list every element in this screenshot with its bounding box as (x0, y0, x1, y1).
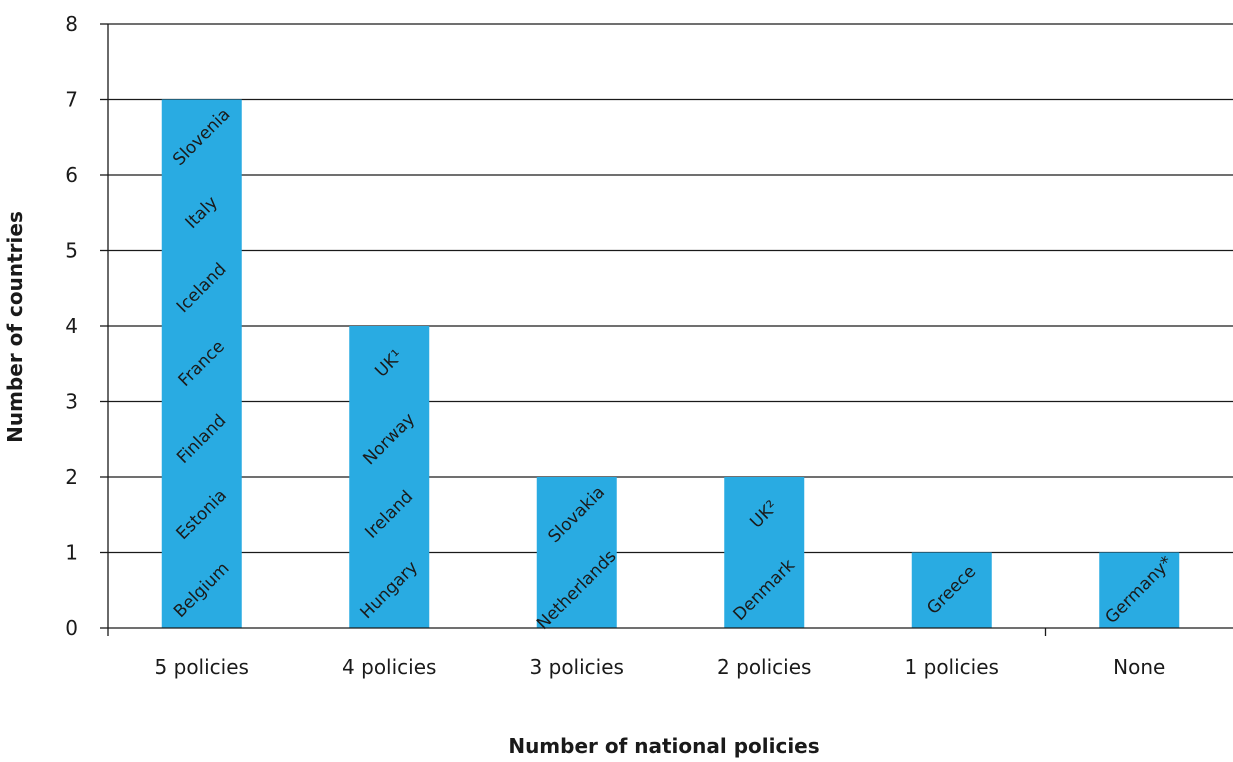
x-category-label: 1 policies (905, 655, 999, 679)
y-tick-label: 0 (65, 616, 78, 640)
y-tick-label: 3 (65, 390, 78, 414)
bar (1099, 552, 1180, 628)
bars (161, 99, 1180, 628)
y-tick-label: 8 (65, 12, 78, 36)
x-category-label: 4 policies (342, 655, 436, 679)
x-category-label: 3 policies (530, 655, 624, 679)
y-tick-label: 5 (65, 239, 78, 263)
axes: 0 1 2 3 4 5 6 7 8 5 policies 4 policies 3 policies 2… (65, 12, 1233, 679)
x-axis-title: Number of national policies (508, 734, 819, 758)
bar (911, 552, 992, 628)
y-tick-label: 1 (65, 541, 78, 565)
x-category-label: 5 policies (155, 655, 249, 679)
bar (724, 477, 805, 628)
y-tick-label: 2 (65, 465, 78, 489)
y-tick-label: 6 (65, 163, 78, 187)
y-tick-label: 7 (65, 88, 78, 112)
bar-country-labels: BelgiumEstoniaFinlandFranceIcelandItalyS… (169, 105, 1177, 634)
bar (349, 326, 430, 628)
y-tick-label: 4 (65, 314, 78, 338)
x-category-label: None (1113, 655, 1165, 679)
y-axis-title: Number of countries (3, 211, 27, 443)
x-category-label: 2 policies (717, 655, 811, 679)
gridlines (108, 23, 1233, 554)
bar (161, 99, 242, 628)
bar (536, 477, 617, 628)
